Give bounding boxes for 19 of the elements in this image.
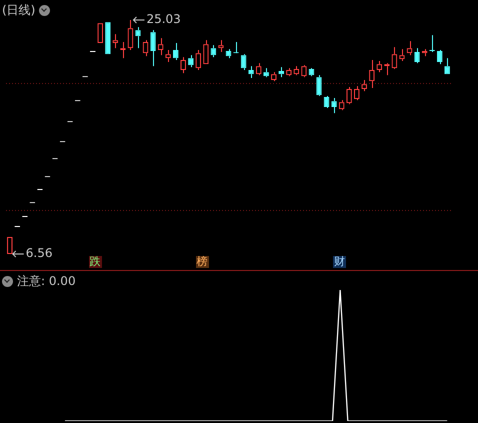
candlestick xyxy=(150,30,156,67)
annotation: 6.56 xyxy=(26,246,52,260)
chart-title: 注意: 0.00 xyxy=(17,274,76,288)
chart-title: (日线) xyxy=(2,3,36,17)
candlestick xyxy=(278,66,284,78)
annotation: 25.03 xyxy=(146,12,181,26)
candlestick xyxy=(210,44,216,58)
candlestick xyxy=(263,68,269,78)
candlestick xyxy=(414,48,420,64)
candlestick xyxy=(422,48,428,57)
candlestick xyxy=(436,50,442,65)
candlestick xyxy=(324,96,330,109)
text: 榜 xyxy=(196,255,209,268)
candlestick xyxy=(248,66,254,79)
text: 跌 xyxy=(88,255,102,268)
candlestick xyxy=(331,98,337,114)
text: 财 xyxy=(333,255,346,268)
candlestick xyxy=(240,54,246,71)
candlestick xyxy=(429,34,435,52)
